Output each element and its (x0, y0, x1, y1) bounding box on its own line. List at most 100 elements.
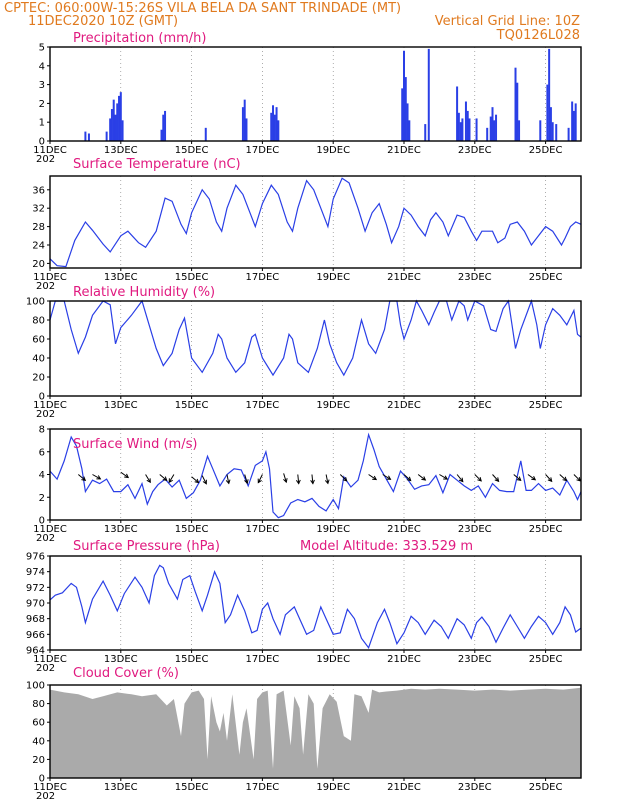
wind-xtick-label: 17DEC (246, 524, 280, 535)
humidity-ytick-label: 100 (26, 297, 45, 308)
precipitation-bar (539, 120, 542, 141)
wind-arrow-shaft (244, 474, 248, 484)
precipitation-bar (245, 118, 248, 141)
precipitation-ytick-label: 3 (39, 80, 45, 91)
wind-arrow-head (283, 478, 288, 484)
wind-xtick-label: 13DEC (104, 524, 138, 535)
wind-arrow-shaft (257, 474, 263, 483)
wind-arrow-head (295, 479, 301, 485)
temperature-series-line (49, 177, 582, 268)
pressure-ytick-label: 968 (26, 614, 45, 625)
precipitation-bar (112, 99, 115, 141)
wind-arrow-head (516, 476, 522, 481)
precipitation-xtick-label: 21DEC (387, 145, 421, 156)
pressure-xtick-label: 19DEC (316, 654, 350, 665)
wind-arrow-shaft (311, 474, 314, 484)
wind-arrow-head (342, 476, 348, 482)
wind-arrow-head (310, 479, 315, 485)
wind-arrow-shaft (527, 474, 536, 481)
pressure-frame (49, 555, 582, 651)
pressure-ytick-label: 964 (26, 646, 45, 657)
wind-arrow-head (202, 479, 207, 485)
precipitation-bar (572, 110, 575, 141)
pressure-xtick-label: 25DEC (529, 654, 563, 665)
wind-arrow-shaft (168, 474, 175, 483)
precipitation-bar (408, 120, 411, 141)
wind-arrow-head (386, 475, 392, 480)
humidity-ytick-label: 40 (32, 354, 45, 365)
precipitation-bar (109, 118, 112, 141)
wind-arrow-shaft (573, 474, 581, 482)
precipitation-bar (116, 103, 119, 141)
temperature-year-label: 202 (36, 281, 55, 292)
humidity-xtick-label: 15DEC (175, 400, 209, 411)
precipitation-bar (516, 82, 519, 141)
precipitation-bar (164, 110, 167, 141)
header-grid-line: Vertical Grid Line: 10Z (435, 14, 580, 29)
cloud-cover-xtick-label: 19DEC (316, 782, 350, 793)
precipitation-xtick-label: 23DEC (458, 145, 492, 156)
wind-arrow-head (257, 478, 262, 484)
precipitation-year-label: 202 (36, 154, 55, 165)
wind-arrow-head (458, 477, 464, 483)
precipitation-bar (551, 122, 554, 141)
temperature-title: Surface Temperature (nC) (73, 157, 241, 172)
pressure-ytick-label: 976 (26, 552, 45, 563)
precipitation-bar (404, 77, 407, 141)
temperature-ytick-label: 20 (32, 259, 45, 270)
precipitation-bar (119, 92, 122, 141)
humidity-ytick-label: 0 (39, 392, 45, 403)
wind-arrow-shaft (159, 474, 168, 481)
precipitation-bar (549, 107, 552, 141)
cloud-cover-area (50, 687, 581, 778)
wind-arrow-shaft (368, 474, 377, 480)
temperature-ytick-label: 28 (32, 222, 45, 233)
humidity-frame (49, 300, 582, 397)
precipitation-bar (110, 109, 113, 141)
precipitation-ytick-label: 2 (39, 99, 45, 110)
humidity-series-line (49, 298, 582, 377)
pressure-ytick-label: 966 (26, 630, 45, 641)
precipitation-bar (84, 131, 87, 141)
precipitation-bar (406, 103, 409, 141)
pressure-title: Surface Pressure (hPa) (73, 539, 220, 554)
temperature-xtick-label: 13DEC (104, 272, 138, 283)
wind-arrow-shaft (92, 474, 101, 480)
precipitation-bar (459, 122, 462, 141)
wind-arrow-head (477, 476, 482, 482)
pressure-xtick-label: 23DEC (458, 654, 492, 665)
wind-arrow-shaft (492, 474, 499, 482)
precipitation-bar (273, 114, 276, 141)
header-model-code: TQ0126L028 (496, 28, 580, 43)
precipitation-bar (241, 107, 244, 141)
pressure-xtick-label: 17DEC (246, 654, 280, 665)
precipitation-bar (489, 116, 492, 141)
precipitation-bar (87, 133, 90, 141)
wind-arrow-head (494, 477, 500, 483)
humidity-xtick-label: 23DEC (458, 400, 492, 411)
wind-arrow-head (324, 479, 330, 485)
cloud-cover-ytick-label: 0 (39, 774, 45, 785)
humidity-ytick-label: 20 (32, 373, 45, 384)
precipitation-bar (514, 67, 517, 141)
wind-arrow-head (162, 476, 168, 481)
temperature-frame (49, 175, 582, 269)
precipitation-ytick-label: 5 (39, 43, 45, 54)
wind-arrow-head (443, 475, 449, 480)
wind-xtick-label: 23DEC (458, 524, 492, 535)
wind-arrow-shaft (191, 476, 199, 483)
header-location: CPTEC: 060:00W-15:26S VILA BELA DA SANT … (4, 1, 401, 16)
cloud-cover-title: Cloud Cover (%) (73, 666, 179, 681)
cloud-cover-xtick-label: 11DEC (33, 782, 67, 793)
wind-arrow-head (194, 478, 200, 484)
precipitation-xtick-label: 17DEC (246, 145, 280, 156)
precipitation-bar (243, 99, 246, 141)
cloud-cover-ytick-label: 60 (32, 718, 45, 729)
wind-xtick-label: 25DEC (529, 524, 563, 535)
temperature-xtick-label: 25DEC (529, 272, 563, 283)
precipitation-bar (567, 127, 570, 141)
wind-arrow-shaft (513, 474, 522, 481)
wind-arrow-head (244, 479, 249, 485)
precipitation-xtick-label: 19DEC (316, 145, 350, 156)
